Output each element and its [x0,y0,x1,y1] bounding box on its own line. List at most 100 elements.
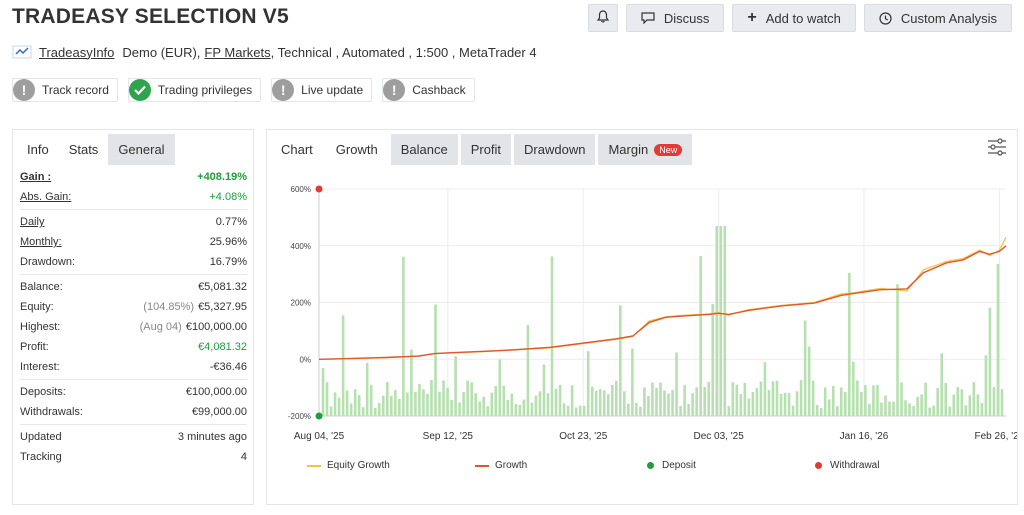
badge-cashback[interactable]: ! Cashback [382,78,475,102]
chart-legend: Equity Growth Growth Deposit Withdrawal [307,460,879,471]
daily-profit-bar [807,346,811,416]
daily-profit-bar [679,405,682,416]
y-tick-label: 0% [299,355,311,364]
equity-growth-line [318,236,1007,360]
daily-profit-bar [522,399,526,416]
daily-profit-bar [606,394,610,416]
tab-chart[interactable]: Chart [271,134,323,165]
daily-profit-bar [462,391,465,416]
daily-profit-bar [333,392,337,416]
daily-profit-bar [835,406,839,416]
daily-profit-bar [703,386,706,416]
daily-profit-bar [932,405,935,416]
daily-profit-bar [992,387,996,416]
system-info-line: TradeasyInfo Demo (EUR), FP Markets , Te… [12,44,537,60]
daily-profit-bar [707,382,711,416]
tab-stats[interactable]: Stats [58,134,109,165]
badge-track-record[interactable]: ! Track record [12,78,118,102]
daily-profit-bar [715,226,719,416]
daily-profit-bar [675,352,678,416]
daily-profit-bar [534,395,538,416]
tab-balance[interactable]: Balance [390,134,458,165]
daily-profit-bar [759,381,763,416]
daily-profit-bar [815,405,819,416]
daily-profit-bar [723,226,727,416]
daily-profit-bar [996,263,1000,416]
y-tick-label: 600% [291,185,311,194]
notification-button[interactable] [587,4,618,32]
daily-profit-bar [566,405,570,416]
daily-profit-bar [631,348,634,416]
chart-panel: 600% 400% 200% 0% -200% Aug 04, '25 Sep 12, '2… [266,129,1018,505]
daily-profit-bar [864,385,867,416]
broker-link[interactable]: FP Markets [204,44,271,60]
daily-profit-bar [454,356,457,416]
daily-profit-bar [659,382,662,416]
daily-profit-bar [345,390,349,416]
tab-margin[interactable]: Margin New [598,134,693,165]
chart-tabs: Chart Growth Balance Profit Drawdown Mar… [271,134,695,165]
daily-profit-bar [791,405,795,416]
discuss-button[interactable]: Discuss [625,4,725,32]
daily-profit-bar [831,385,835,416]
daily-profit-bar [510,393,514,416]
legend-equity-growth[interactable]: Equity Growth [307,460,475,471]
daily-profit-bar [956,387,960,416]
daily-profit-bar [896,284,899,416]
stat-drawdown: Drawdown: 16.79% [20,256,247,268]
stats-panel: Info Stats General Gain : +408.19% Abs. G… [12,129,254,505]
daily-profit-bar [530,402,534,416]
tab-drawdown[interactable]: Drawdown [514,134,596,165]
growth-line [318,245,1007,360]
badge-trading-privileges[interactable]: Trading privileges [127,78,262,102]
tab-general[interactable]: General [108,134,175,165]
tab-profit[interactable]: Profit [460,134,512,165]
daily-profit-bar [735,384,739,416]
author-link[interactable]: TradeasyInfo [39,44,115,60]
tab-info[interactable]: Info [27,142,49,157]
daily-profit-bar [856,380,859,416]
custom-analysis-button[interactable]: Custom Analysis [863,4,1012,32]
daily-profit-bar [747,398,751,416]
daily-profit-bar [406,392,409,416]
withdrawal-marker [315,185,323,193]
daily-profit-bar [988,307,992,416]
daily-profit-bar [1000,389,1004,416]
daily-profit-bar [852,361,855,416]
daily-profit-bar [948,406,952,416]
daily-profit-bar [972,382,976,416]
daily-profit-bar [341,315,345,416]
daily-profit-bar [385,382,389,416]
growth-chart: 600% 400% 200% 0% -200% Aug 04, '25 Sep 12, '2… [288,185,1017,442]
legend-withdrawal[interactable]: Withdrawal [815,460,879,471]
badge-live-update[interactable]: ! Live update [271,78,373,102]
add-to-watch-button[interactable]: + Add to watch [732,4,856,32]
x-tick-label: Aug 04, '25 [294,431,345,442]
legend-swatch [815,462,822,469]
daily-profit-bar [892,401,895,416]
deposit-marker [315,412,323,420]
legend-deposit[interactable]: Deposit [647,460,815,471]
legend-growth[interactable]: Growth [475,460,647,471]
daily-profit-bar [518,404,522,416]
daily-profit-bar [699,256,702,416]
daily-profit-bar [514,404,518,416]
daily-profit-bar [438,391,441,416]
daily-profit-bar [960,389,964,416]
daily-profit-bar [426,393,429,416]
daily-profit-bar [542,364,546,416]
daily-profit-bar [450,400,453,416]
chart-settings-icon[interactable] [987,138,1007,161]
daily-profit-bar [984,355,988,416]
tab-growth[interactable]: Growth [325,134,388,165]
daily-profit-bar [767,390,771,416]
daily-profit-bar [506,400,510,416]
daily-profit-bar [639,406,642,416]
daily-profit-bar [635,402,638,416]
stat-profit: Profit: €4,081.32 [20,341,247,353]
daily-profit-bar [550,256,554,416]
daily-profit-bar [908,403,911,416]
daily-profit-bar [727,406,731,416]
y-tick-label: 200% [291,299,311,308]
account-type: Demo (EUR), [122,44,201,60]
